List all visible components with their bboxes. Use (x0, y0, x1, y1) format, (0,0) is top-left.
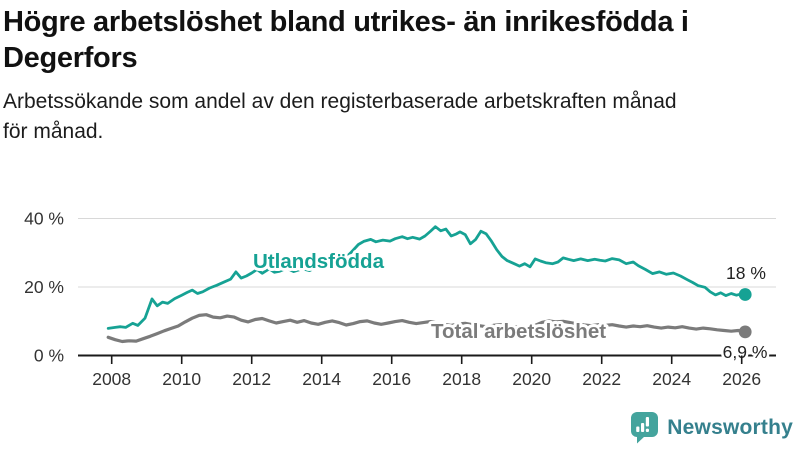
x-tick-label: 2008 (92, 369, 131, 389)
series-line-total (106, 313, 747, 344)
series-label-utlandsfodda: Utlandsfödda (253, 250, 385, 273)
end-value-label-utlandsfodda: 18 % (726, 263, 766, 283)
x-tick-label: 2018 (442, 369, 481, 389)
newsworthy-logo: Newsworthy (630, 411, 793, 444)
y-tick-label: 0 % (34, 346, 64, 366)
x-tick-label: 2024 (652, 369, 691, 389)
series-label-total: Total arbetslöshet (431, 320, 606, 343)
x-tick-label: 2026 (722, 369, 761, 389)
chart-subtitle-line-2: för månad. (3, 120, 104, 143)
x-tick-label: 2014 (302, 369, 341, 389)
x-tick-label: 2016 (372, 369, 411, 389)
series-end-dot-utlandsfodda (738, 288, 752, 301)
chart-subtitle: Arbetssökande som andel av den registerb… (3, 87, 797, 147)
x-tick-label: 2020 (512, 369, 551, 389)
y-tick-label: 40 % (24, 209, 64, 229)
newsworthy-bar-chart-bubble-icon (631, 412, 659, 444)
y-tick-label: 20 % (24, 277, 64, 297)
chart-subtitle-line-1: Arbetssökande som andel av den registerb… (3, 90, 677, 113)
page-title-line-2: Degerfors (3, 42, 138, 74)
series-line-utlandsfodda (106, 225, 747, 330)
header: Högre arbetslöshet bland utrikes- än inr… (3, 4, 797, 147)
x-tick-label: 2012 (232, 369, 271, 389)
x-tick-label: 2022 (582, 369, 621, 389)
x-tick-label: 2010 (162, 369, 201, 389)
series-end-dot-total (738, 325, 752, 339)
end-value-label-total: 6,9 % (723, 342, 768, 362)
page-title-line-1: Högre arbetslöshet bland utrikes- än inr… (3, 6, 689, 38)
brand-name: Newsworthy (667, 415, 793, 439)
